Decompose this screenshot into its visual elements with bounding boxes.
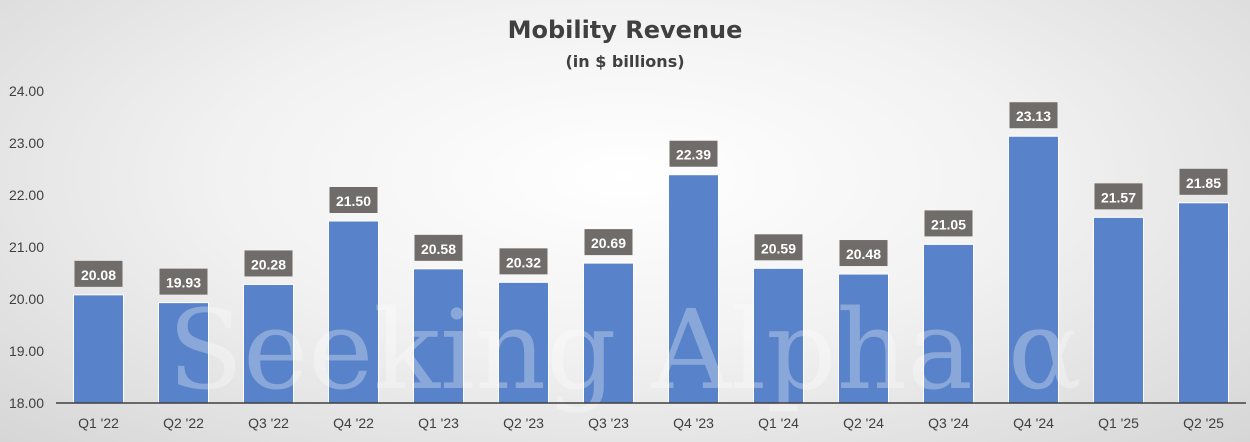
data-label: 20.32 — [506, 254, 541, 270]
data-label: 21.57 — [1101, 189, 1136, 205]
data-label-box — [329, 187, 378, 213]
data-label-box — [74, 260, 123, 287]
x-tick-label: Q1 '23 — [418, 415, 459, 431]
bar — [838, 273, 889, 404]
data-label: 21.85 — [1186, 175, 1221, 191]
data-label: 19.93 — [166, 275, 201, 291]
bar — [668, 174, 719, 404]
x-tick-label: Q2 '24 — [843, 415, 884, 431]
data-label: 20.28 — [251, 256, 286, 272]
x-tick-label: Q3 '24 — [928, 415, 969, 431]
data-label: 21.05 — [931, 216, 966, 232]
y-tick-label: 24.00 — [9, 83, 44, 99]
chart-subtitle: (in $ billions) — [565, 52, 684, 71]
x-tick-label: Q3 '22 — [248, 415, 289, 431]
data-label: 21.50 — [336, 193, 371, 209]
data-label-box — [1009, 102, 1058, 129]
data-label-box — [244, 250, 293, 277]
data-label-box — [924, 210, 973, 237]
data-label-box — [754, 234, 803, 261]
x-tick-label: Q4 '22 — [333, 415, 374, 431]
data-label-box — [669, 140, 718, 167]
data-label: 20.58 — [421, 241, 456, 257]
bar — [1093, 216, 1144, 404]
bar — [158, 302, 209, 404]
x-tick-label: Q1 '25 — [1098, 415, 1139, 431]
x-tick-label: Q4 '23 — [673, 415, 714, 431]
data-label: 20.48 — [846, 246, 881, 262]
y-tick-label: 21.00 — [9, 239, 44, 255]
bar — [1178, 202, 1229, 404]
chart-title: Mobility Revenue — [508, 16, 743, 44]
bar — [923, 243, 974, 404]
y-tick-label: 23.00 — [9, 135, 44, 151]
data-label-box — [1179, 168, 1228, 195]
data-label-box — [159, 268, 208, 295]
data-label-box — [1094, 183, 1143, 210]
x-tick-label: Q1 '24 — [758, 415, 799, 431]
watermark: Seeking Alpha α — [168, 286, 1082, 414]
data-label: 22.39 — [676, 147, 711, 163]
bar — [1008, 135, 1059, 404]
x-tick-label: Q4 '24 — [1013, 415, 1054, 431]
data-label-box — [839, 240, 888, 267]
y-tick-label: 18.00 — [9, 395, 44, 411]
data-label: 20.59 — [761, 240, 796, 256]
bar — [243, 283, 294, 404]
bar — [413, 268, 464, 404]
y-tick-label: 20.00 — [9, 291, 44, 307]
x-tick-label: Q1 '22 — [78, 415, 119, 431]
y-tick-label: 19.00 — [9, 343, 44, 359]
bar — [583, 262, 634, 404]
bar — [328, 220, 379, 404]
y-tick-label: 22.00 — [9, 187, 44, 203]
x-tick-label: Q3 '23 — [588, 415, 629, 431]
bar — [498, 281, 549, 404]
x-tick-label: Q2 '23 — [503, 415, 544, 431]
data-label-box — [584, 229, 633, 256]
x-tick-label: Q2 '25 — [1183, 415, 1224, 431]
bar — [73, 294, 124, 404]
data-label: 20.08 — [81, 267, 116, 283]
x-tick-label: Q2 '22 — [163, 415, 204, 431]
data-label: 23.13 — [1016, 108, 1051, 124]
data-label: 20.69 — [591, 235, 626, 251]
data-label-box — [414, 234, 463, 261]
data-label-box — [499, 248, 548, 275]
